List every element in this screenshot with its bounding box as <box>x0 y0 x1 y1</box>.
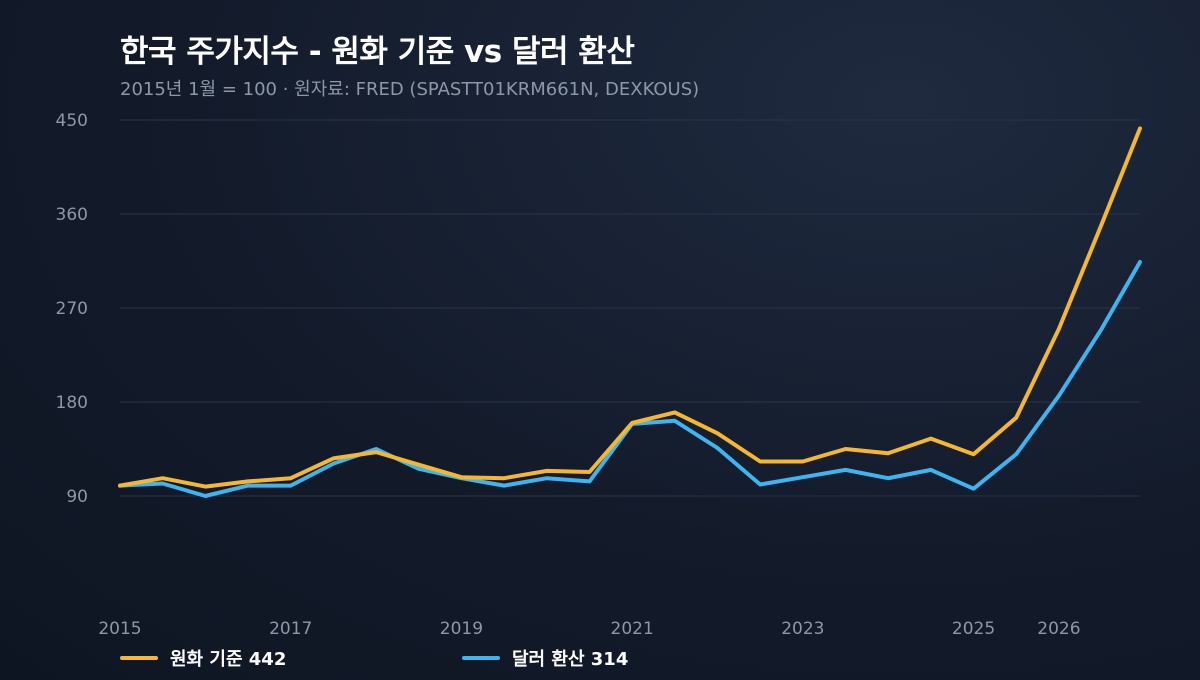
x-tick-label: 2023 <box>781 619 824 639</box>
grid-lines <box>120 119 1140 497</box>
series-line-krw <box>118 126 1142 489</box>
x-axis-ticks: 2015 2017 2019 2021 2023 2025 2026 <box>98 619 1080 639</box>
legend-swatch-usd <box>462 656 500 660</box>
y-tick-label: 270 <box>56 299 88 319</box>
x-tick-label: 2019 <box>440 619 483 639</box>
legend-item-krw: 원화 기준 442 <box>120 645 286 671</box>
legend-label-krw: 원화 기준 442 <box>170 649 287 670</box>
y-tick-label: 90 <box>66 487 88 507</box>
x-tick-label: 2025 <box>952 619 995 639</box>
x-tick-label: 2021 <box>611 619 654 639</box>
y-tick-label: 450 <box>56 111 88 131</box>
y-axis-ticks: 90 180 270 360 450 <box>56 111 88 507</box>
chart-subtitle: 2015년 1월 = 100 · 원자료: FRED (SPASTT01KRM6… <box>120 79 700 100</box>
chart-title: 한국 주가지수 - 원화 기준 vs 달러 환산 <box>120 34 635 70</box>
legend-swatch-krw <box>120 656 158 660</box>
series-lines <box>118 126 1142 498</box>
legend-label-usd: 달러 환산 314 <box>512 649 629 670</box>
x-tick-label: 2017 <box>269 619 312 639</box>
series-line-usd <box>118 260 1142 498</box>
y-tick-label: 180 <box>56 393 88 413</box>
legend-item-usd: 달러 환산 314 <box>462 645 628 671</box>
x-tick-label: 2015 <box>98 619 141 639</box>
x-tick-label: 2026 <box>1037 619 1080 639</box>
y-tick-label: 360 <box>56 205 88 225</box>
